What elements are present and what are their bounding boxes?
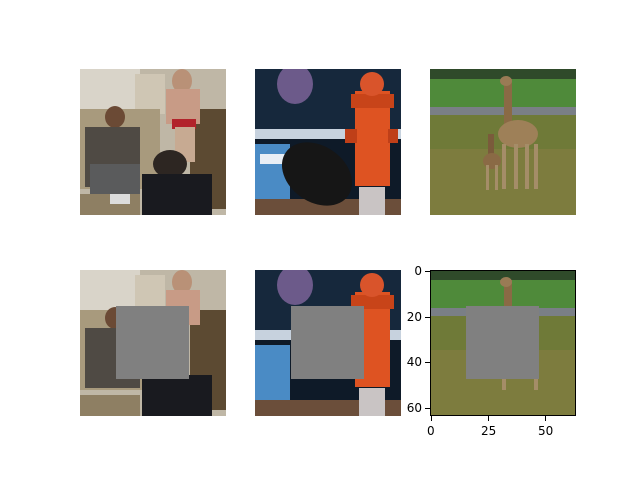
masked-image-panel-living-room (80, 270, 226, 416)
x-tick (488, 416, 489, 421)
hydrant-image (255, 69, 401, 215)
y-tick (425, 408, 430, 409)
y-tick (425, 362, 430, 363)
x-tick-label: 25 (481, 424, 497, 438)
x-tick-label: 50 (538, 424, 554, 438)
occlusion-mask (291, 306, 364, 379)
occlusion-mask (466, 306, 539, 379)
x-tick (545, 416, 546, 421)
x-tick-label: 0 (427, 424, 435, 438)
image-panel-living-room (80, 69, 226, 215)
living-room-image (80, 69, 226, 215)
masked-image-panel-giraffes (430, 270, 576, 416)
y-tick-label: 40 (406, 355, 422, 369)
y-tick-label: 0 (414, 264, 422, 278)
giraffes-image (430, 69, 576, 215)
image-panel-hydrant (255, 69, 401, 215)
y-tick (425, 317, 430, 318)
image-panel-giraffes (430, 69, 576, 215)
y-tick-label: 60 (406, 401, 422, 415)
x-tick (431, 416, 432, 421)
masked-image-panel-hydrant (255, 270, 401, 416)
y-tick-label: 20 (406, 310, 422, 324)
occlusion-mask (116, 306, 189, 379)
y-tick (425, 271, 430, 272)
